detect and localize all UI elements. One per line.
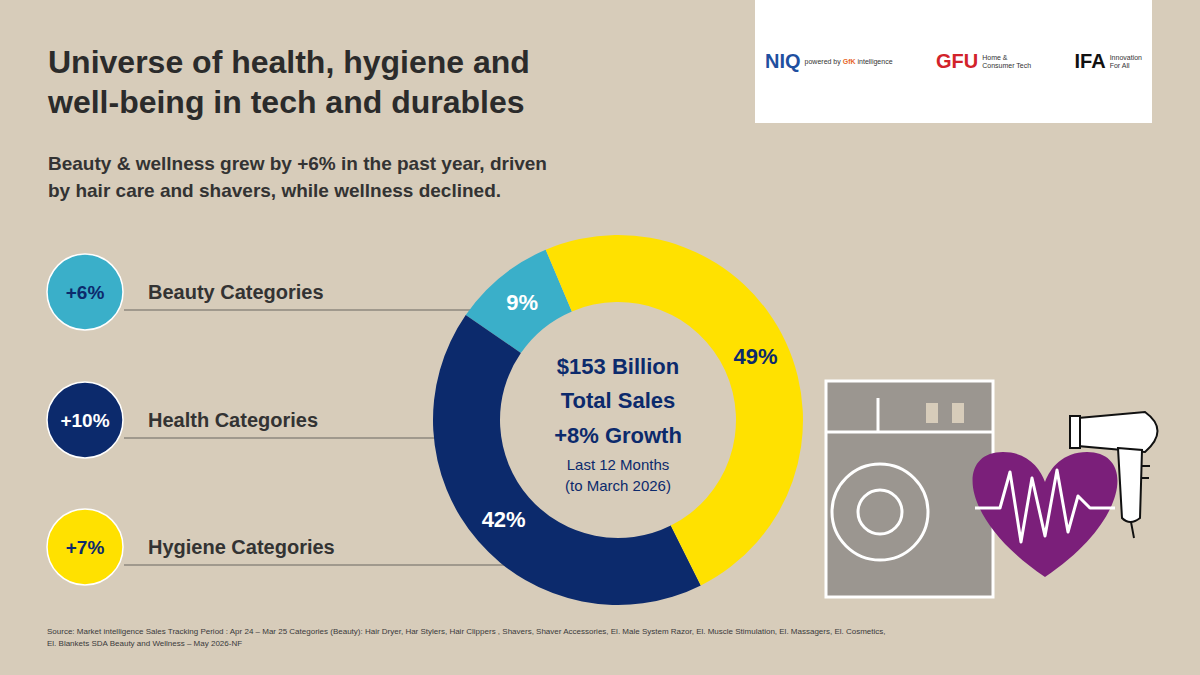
svg-text:Health Categories: Health Categories <box>148 409 318 431</box>
html-text:El. Blankets SDA Beauty and We: El. Blankets SDA Beauty and Wellness – M… <box>47 639 243 648</box>
html-text:$153 Billion: $153 Billion <box>556 354 680 379</box>
html-text:For All: For All <box>1109 61 1130 69</box>
html-text:GFU: GFU <box>936 50 979 72</box>
svg-text:+6%: +6% <box>66 282 105 303</box>
svg-text:Beauty Categories: Beauty Categories <box>148 281 324 303</box>
html-text:NIQ: NIQ <box>765 50 801 72</box>
html-text:Home &: Home & <box>982 53 1008 61</box>
html-text:powered by GfK intelligence: powered by GfK intelligence <box>804 58 893 65</box>
svg-text:+10%: +10% <box>60 410 109 431</box>
svg-text:+7%: +7% <box>66 537 105 558</box>
html-text:Universe of health, hygiene an: Universe of health, hygiene and <box>48 44 530 80</box>
html-text:Consumer Tech: Consumer Tech <box>982 61 1032 69</box>
svg-text:Hygiene Categories: Hygiene Categories <box>148 536 335 558</box>
html-text:(to March 2026): (to March 2026) <box>565 477 671 494</box>
svg-text:42%: 42% <box>482 507 526 532</box>
html-text:+8% Growth: +8% Growth <box>554 423 682 448</box>
html-text:well-being in tech and durable: well-being in tech and durables <box>48 84 525 120</box>
html-text:Innovation: Innovation <box>1109 53 1142 61</box>
svg-text:9%: 9% <box>506 290 538 315</box>
html-text:Beauty & wellness grew by +6%: Beauty & wellness grew by +6% in the pas… <box>48 153 547 174</box>
svg-text:49%: 49% <box>734 344 778 369</box>
html-text:IFA: IFA <box>1074 50 1106 72</box>
html-text:by hair care and shavers, whil: by hair care and shavers, while wellness… <box>48 180 501 201</box>
html-text:Source: Market intelligence Sa: Source: Market intelligence Sales Tracki… <box>47 627 886 636</box>
html-text:Last 12 Months: Last 12 Months <box>566 456 670 473</box>
html-text:Total Sales: Total Sales <box>560 388 676 413</box>
